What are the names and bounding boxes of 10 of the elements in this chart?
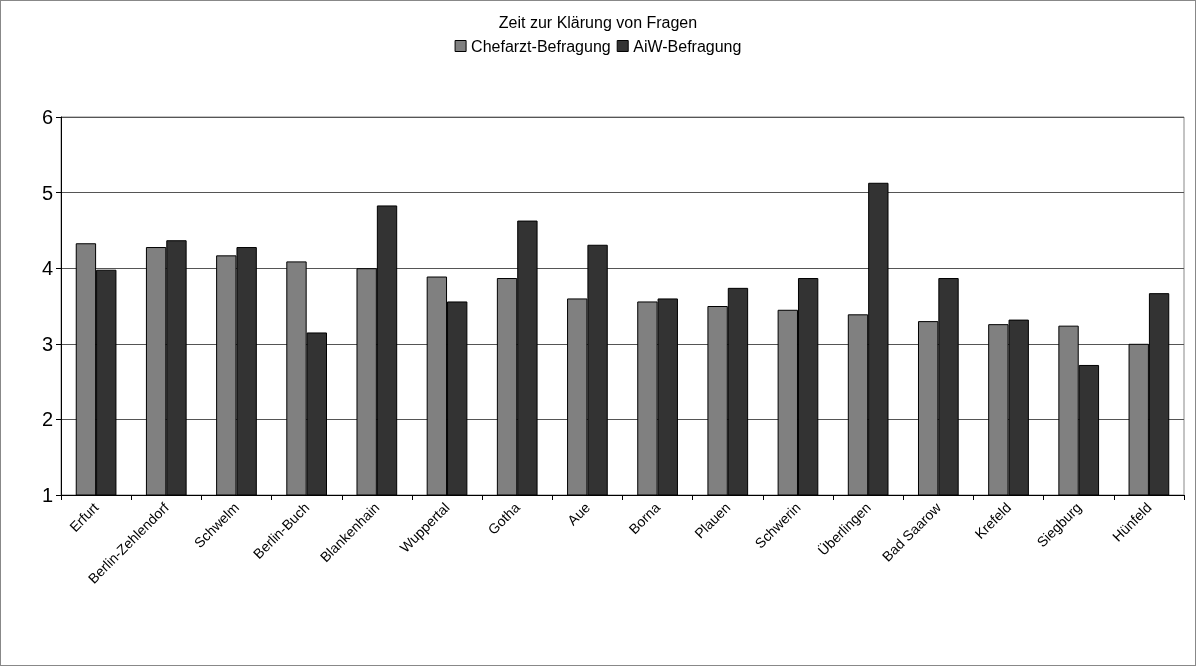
y-tick-label: 6 bbox=[41, 106, 53, 128]
legend-label: Chefarzt-Befragung bbox=[471, 37, 611, 55]
y-tick-label: 1 bbox=[41, 484, 53, 506]
y-tick-label: 4 bbox=[41, 257, 53, 280]
x-tick-label: Aue bbox=[564, 499, 594, 529]
y-tick-label: 3 bbox=[41, 332, 53, 355]
y-tick-label: 2 bbox=[41, 408, 53, 431]
y-tick-label: 5 bbox=[41, 181, 53, 204]
chart-title: Zeit zur Klärung von Fragen bbox=[498, 13, 698, 31]
legend-label: AiW-Befragung bbox=[633, 37, 742, 55]
